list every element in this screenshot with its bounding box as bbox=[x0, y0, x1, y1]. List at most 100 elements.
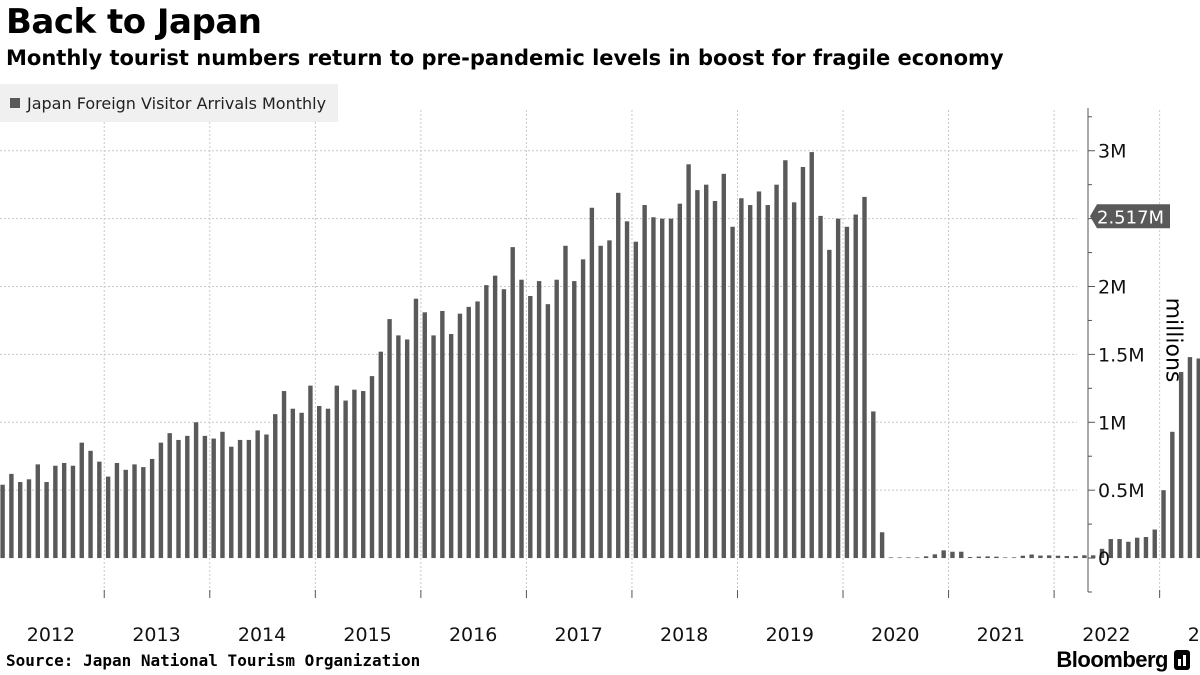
bar bbox=[211, 438, 216, 559]
x-tick-label: 2014 bbox=[238, 624, 286, 646]
bar bbox=[572, 281, 577, 559]
bar bbox=[185, 435, 190, 559]
chart-title: Back to Japan bbox=[6, 2, 262, 42]
bar bbox=[563, 245, 568, 559]
bar bbox=[1047, 555, 1052, 559]
bar bbox=[1064, 556, 1069, 559]
bar bbox=[1020, 555, 1026, 559]
bar bbox=[756, 191, 762, 559]
bar bbox=[774, 184, 779, 559]
bar bbox=[871, 411, 876, 559]
bar bbox=[1161, 490, 1166, 559]
bar bbox=[1011, 557, 1017, 559]
bar bbox=[835, 218, 841, 559]
source-note: Source: Japan National Tourism Organizat… bbox=[6, 651, 421, 670]
bar bbox=[897, 557, 902, 559]
bar bbox=[510, 247, 515, 559]
bar bbox=[1143, 537, 1149, 559]
bar bbox=[17, 482, 23, 559]
bar bbox=[352, 389, 357, 559]
bar bbox=[528, 296, 533, 559]
y-tick-label: 1.5M bbox=[1098, 344, 1145, 366]
x-tick-label: 2013 bbox=[132, 624, 180, 646]
brand-logo: Bloomberg bbox=[1056, 647, 1190, 673]
x-tick-label: 2012 bbox=[27, 624, 75, 646]
x-tick-label: 2017 bbox=[554, 624, 602, 646]
bar bbox=[1152, 529, 1157, 559]
bar bbox=[26, 479, 32, 559]
bar bbox=[123, 469, 128, 559]
bar bbox=[1082, 555, 1087, 559]
bar bbox=[730, 226, 735, 559]
bar bbox=[1055, 555, 1061, 559]
bar bbox=[607, 240, 612, 559]
bar bbox=[580, 259, 586, 559]
bar bbox=[475, 301, 480, 559]
bar bbox=[589, 207, 595, 559]
bar bbox=[1073, 556, 1078, 559]
bar bbox=[976, 556, 982, 559]
bar bbox=[61, 463, 67, 559]
bar bbox=[519, 279, 524, 559]
bar bbox=[273, 414, 278, 559]
x-tick-label: 2022 bbox=[1082, 624, 1130, 646]
bar bbox=[369, 376, 375, 559]
bar bbox=[9, 473, 14, 559]
brand-name: Bloomberg bbox=[1056, 647, 1168, 672]
bar bbox=[317, 405, 322, 559]
x-tick-label: 2023 bbox=[1188, 624, 1200, 646]
bar bbox=[448, 334, 454, 559]
x-tick-label: 2021 bbox=[977, 624, 1025, 646]
bar bbox=[739, 198, 744, 559]
bar bbox=[1003, 557, 1008, 559]
axes bbox=[103, 108, 1161, 598]
bar bbox=[791, 202, 797, 559]
bar-series bbox=[0, 152, 1200, 559]
bar bbox=[35, 464, 40, 559]
bar bbox=[413, 298, 419, 559]
bar bbox=[325, 408, 331, 559]
bar bbox=[466, 306, 471, 559]
bar bbox=[765, 205, 770, 559]
grid-lines bbox=[0, 110, 1161, 592]
bar bbox=[651, 217, 656, 559]
bar bbox=[44, 482, 49, 559]
bar bbox=[1038, 555, 1043, 559]
bar bbox=[70, 465, 76, 559]
legend-swatch bbox=[10, 98, 20, 108]
bar bbox=[105, 476, 111, 559]
last-value-label: 2.517M bbox=[1097, 207, 1164, 228]
bar bbox=[308, 385, 313, 559]
bar bbox=[378, 351, 383, 559]
bar bbox=[704, 184, 709, 559]
bar bbox=[959, 551, 964, 559]
bar bbox=[141, 467, 146, 559]
bar bbox=[1134, 537, 1140, 559]
bar bbox=[1187, 357, 1193, 559]
bar bbox=[906, 557, 911, 559]
bar bbox=[404, 339, 410, 559]
bar bbox=[387, 319, 392, 559]
y-axis-title-box: millions bbox=[1153, 290, 1193, 390]
legend: Japan Foreign Visitor Arrivals Monthly bbox=[0, 84, 339, 122]
bar bbox=[343, 400, 348, 559]
bar bbox=[299, 412, 304, 559]
bar bbox=[202, 435, 208, 559]
bar bbox=[536, 281, 542, 559]
bar bbox=[598, 245, 603, 559]
last-value-callout bbox=[1090, 204, 1170, 229]
bar bbox=[985, 556, 990, 559]
bar bbox=[800, 167, 806, 559]
bar bbox=[360, 391, 366, 559]
legend-label: Japan Foreign Visitor Arrivals Monthly bbox=[27, 93, 327, 113]
bar bbox=[167, 433, 172, 559]
bar bbox=[501, 289, 507, 559]
bar bbox=[879, 532, 885, 559]
bar bbox=[660, 218, 665, 559]
bar bbox=[1196, 358, 1200, 559]
bar bbox=[176, 439, 181, 559]
bar bbox=[334, 385, 340, 559]
bar bbox=[149, 458, 155, 559]
bar bbox=[844, 226, 850, 559]
